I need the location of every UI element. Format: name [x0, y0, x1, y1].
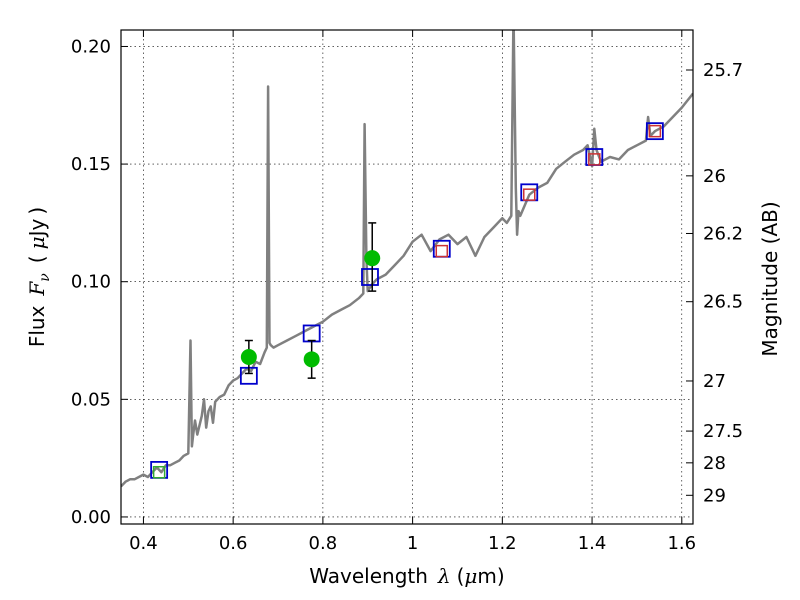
x-tick-label: 1.4: [578, 533, 607, 554]
x-axis-title: Wavelength λ (μm): [309, 564, 504, 588]
observed-flux-point: [364, 250, 381, 267]
inner-squares: [152, 124, 662, 479]
magnitude-axis: 25.7 26 26.2 26.5 27 27.5 28 29: [686, 60, 743, 506]
observed-points: [240, 222, 381, 379]
observed-flux-point: [303, 351, 320, 368]
magnitude-axis-title: Magnitude (AB): [758, 201, 782, 356]
y-axis: 0.00 0.05 0.10 0.15 0.20: [71, 36, 128, 528]
plot-frame: [120, 29, 694, 525]
x-tick-label: 0.8: [309, 533, 338, 554]
x-tick-label: 1: [407, 533, 418, 554]
inner-square: [648, 124, 662, 138]
magnitude-tick-label: 25.7: [703, 60, 743, 81]
plot-area: [121, 30, 693, 524]
x-tick-label: 1.6: [667, 533, 696, 554]
x-tick-label: 0.6: [219, 533, 248, 554]
y-tick-label: 0.00: [71, 507, 111, 528]
observed-flux-point: [240, 348, 257, 365]
y-tick-label: 0.10: [71, 272, 111, 293]
magnitude-tick-label: 26.5: [703, 292, 743, 313]
grid: [121, 30, 693, 524]
inner-square: [588, 153, 601, 166]
magnitude-tick-label: 29: [703, 485, 726, 506]
inner-square: [523, 188, 536, 201]
x-tick-label: 0.4: [129, 533, 158, 554]
synthetic-flux-square: [361, 268, 379, 286]
inner-square: [152, 465, 166, 479]
magnitude-tick-label: 27.5: [703, 421, 743, 442]
x-tick-label: 1.2: [488, 533, 517, 554]
inner-square: [435, 244, 449, 258]
magnitude-tick-label: 26.2: [703, 223, 743, 244]
y-tick-label: 0.15: [71, 154, 111, 175]
y-tick-label: 0.05: [71, 389, 111, 410]
y-tick-label: 0.20: [71, 36, 111, 57]
magnitude-tick-label: 26: [703, 166, 726, 187]
x-axis: 0.4 0.6 0.8 1 1.2 1.4 1.6: [129, 30, 696, 554]
plot-layer: [121, 30, 693, 488]
model-spectrum-line: [121, 30, 693, 488]
magnitude-tick-label: 28: [703, 453, 726, 474]
synthetic-flux-square: [645, 122, 664, 141]
y-axis-title: FluxFν(μJy): [25, 207, 53, 347]
magnitude-tick-label: 27: [703, 371, 726, 392]
